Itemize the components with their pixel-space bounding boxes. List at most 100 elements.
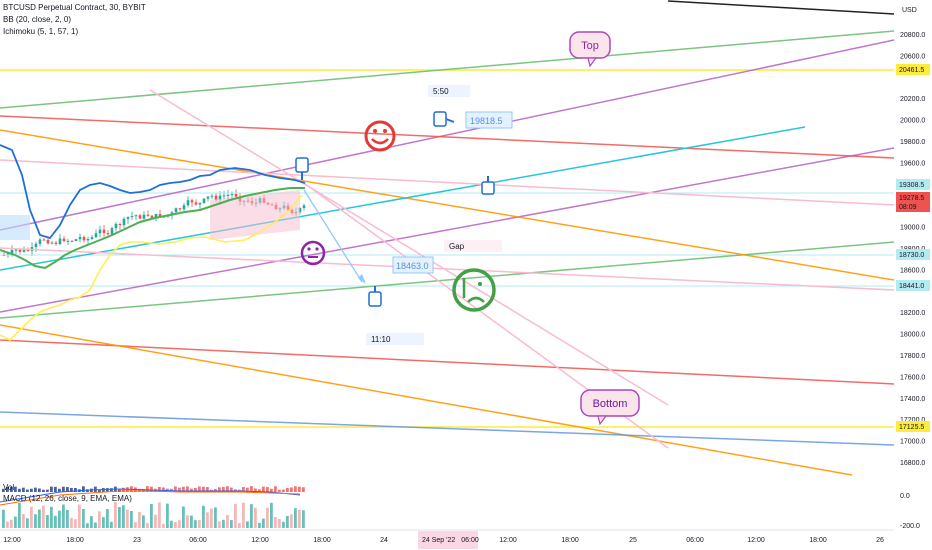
volume-bar bbox=[34, 514, 37, 528]
macd-hist-bar bbox=[266, 487, 269, 492]
pointing-right-hand-icon bbox=[433, 111, 455, 127]
ichimoku-cloud bbox=[0, 215, 30, 240]
macd-hist-bar bbox=[54, 486, 57, 492]
macd-hist-bar bbox=[202, 486, 205, 492]
top-callout: Top bbox=[569, 31, 611, 68]
macd-hist-bar bbox=[282, 489, 285, 492]
candle-body bbox=[82, 237, 86, 241]
macd-hist-bar bbox=[2, 488, 5, 492]
macd-hist-bar bbox=[30, 488, 33, 492]
trendline-red-lower bbox=[0, 339, 895, 385]
volume-bar bbox=[182, 506, 185, 528]
trendline-cyan bbox=[0, 126, 806, 271]
candle-body bbox=[154, 213, 158, 219]
volume-bar bbox=[262, 518, 265, 528]
volume-bar bbox=[290, 514, 293, 528]
candle-body bbox=[202, 198, 206, 203]
macd-hist-bar bbox=[294, 486, 297, 492]
volume-bar bbox=[110, 521, 113, 528]
target-down-label: 18463.0 bbox=[396, 261, 429, 271]
candle-body bbox=[138, 215, 142, 219]
macd-hist-bar bbox=[242, 487, 245, 492]
x-tick-label: 06:00 bbox=[686, 537, 704, 544]
candle-body bbox=[74, 239, 78, 242]
macd-hist-bar bbox=[58, 488, 61, 492]
time-note-2-bg bbox=[366, 333, 424, 345]
candle-body bbox=[58, 238, 62, 245]
currency-label: USD bbox=[902, 7, 917, 14]
macd-hist-bar bbox=[186, 486, 189, 492]
top-label: Top bbox=[581, 40, 599, 52]
candle-body bbox=[18, 249, 22, 252]
candle-body bbox=[78, 237, 82, 240]
candle-body bbox=[54, 242, 58, 245]
price-label-text: 18730.0 bbox=[899, 252, 924, 259]
volume-bar bbox=[194, 520, 197, 528]
x-tick-label: 06:00 bbox=[461, 537, 479, 544]
macd-hist-bar bbox=[274, 486, 277, 492]
gap-note-bg bbox=[444, 240, 502, 252]
candle-body bbox=[178, 208, 182, 210]
bb-upper-line bbox=[0, 144, 306, 240]
y-tick-label: 20000.0 bbox=[900, 118, 925, 125]
happy-face-icon bbox=[364, 120, 396, 152]
candle-body bbox=[46, 239, 50, 244]
y-tick-label: 17400.0 bbox=[900, 396, 925, 403]
x-tick-label: 23 bbox=[133, 537, 141, 544]
candle-body bbox=[22, 249, 26, 252]
price-labels: 20461.5 19308.5 19278.5 08:09 18730.0 18441.0… bbox=[896, 64, 930, 432]
volume-bar bbox=[218, 521, 221, 528]
macd-hist-bar bbox=[42, 489, 45, 492]
volume-bar bbox=[114, 502, 117, 528]
volume-bar bbox=[26, 518, 29, 528]
volume-bar bbox=[22, 514, 25, 528]
macd-hist-bar bbox=[190, 488, 193, 492]
time-note-2: 11:10 bbox=[371, 335, 391, 344]
trendline-pink-2 bbox=[0, 247, 895, 291]
x-axis-ticks: 12:00 18:00 23 06:00 12:00 18:00 24 24 Sep '22 0… bbox=[3, 537, 884, 544]
projection-arrowhead bbox=[358, 274, 366, 284]
x-axis-highlight bbox=[418, 531, 478, 549]
volume-bar bbox=[174, 522, 177, 528]
volume-bar bbox=[282, 521, 285, 528]
volume-bar bbox=[134, 522, 137, 528]
candle-body bbox=[86, 238, 90, 241]
volume-bar bbox=[62, 504, 65, 528]
candle-body bbox=[66, 240, 70, 242]
macd-hist-bar bbox=[18, 488, 21, 492]
x-tick-label: 06:00 bbox=[189, 537, 207, 544]
price-label-text: 19278.5 bbox=[899, 195, 924, 202]
y-tick-label: 18200.0 bbox=[900, 310, 925, 317]
macd-hist-bar bbox=[230, 487, 233, 492]
macd-hist-bar bbox=[66, 487, 69, 492]
volume-bar bbox=[6, 521, 9, 528]
y-tick-label: 20600.0 bbox=[900, 53, 925, 60]
price-label: 18730.0 bbox=[896, 249, 930, 260]
bb-basis-line bbox=[0, 187, 305, 270]
bottom-callout: Bottom bbox=[580, 389, 640, 426]
volume-bar bbox=[302, 510, 305, 528]
volume-bar bbox=[214, 507, 217, 528]
trendline-purple-upper bbox=[0, 39, 895, 231]
volume-bar bbox=[38, 509, 41, 528]
macd-hist-bar bbox=[150, 486, 153, 492]
pointing-down-hand-icon-2 bbox=[368, 286, 382, 307]
macd-pane-bg bbox=[0, 478, 894, 528]
volume-bar bbox=[294, 508, 297, 528]
price-label-text: 17125.5 bbox=[899, 424, 924, 431]
volume-bar bbox=[146, 523, 149, 528]
y-tick-label: 17200.0 bbox=[900, 417, 925, 424]
candle-body bbox=[214, 195, 218, 200]
macd-hist-bar bbox=[146, 486, 149, 492]
trendline-orange-lower bbox=[0, 324, 853, 476]
x-tick-label: 18:00 bbox=[809, 537, 827, 544]
x-tick-label: 26 bbox=[876, 537, 884, 544]
price-label-text: 19308.5 bbox=[899, 182, 924, 189]
candle-body bbox=[26, 249, 30, 251]
price-label-text: 20461.5 bbox=[899, 67, 924, 74]
macd-hist-bar bbox=[122, 487, 125, 492]
volume-bar bbox=[122, 505, 125, 528]
volume-bar bbox=[250, 504, 253, 528]
volume-bar bbox=[42, 505, 45, 528]
